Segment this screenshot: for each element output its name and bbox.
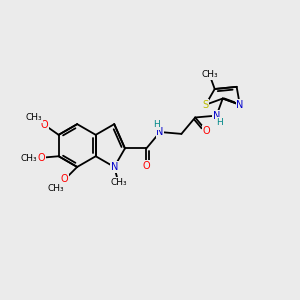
Text: O: O	[61, 174, 69, 184]
Text: S: S	[202, 100, 209, 110]
Text: O: O	[142, 160, 150, 170]
Text: CH₃: CH₃	[110, 178, 127, 187]
Text: CH₃: CH₃	[21, 154, 37, 163]
Text: O: O	[38, 153, 45, 163]
Text: O: O	[202, 126, 210, 136]
Text: H: H	[216, 118, 223, 127]
Text: N: N	[111, 162, 118, 172]
Text: CH₃: CH₃	[201, 70, 218, 79]
Text: CH₃: CH₃	[26, 113, 43, 122]
Text: O: O	[40, 120, 48, 130]
Text: CH₃: CH₃	[48, 184, 64, 193]
Text: N: N	[236, 100, 244, 110]
Text: N: N	[156, 127, 164, 137]
Text: N: N	[213, 111, 220, 121]
Text: H: H	[153, 120, 160, 129]
